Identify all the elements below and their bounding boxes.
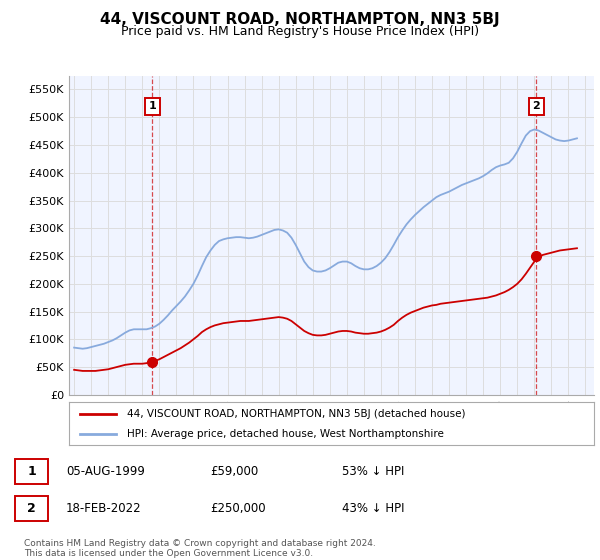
Text: 05-AUG-1999: 05-AUG-1999: [66, 465, 145, 478]
Text: Price paid vs. HM Land Registry's House Price Index (HPI): Price paid vs. HM Land Registry's House …: [121, 25, 479, 38]
Text: 18-FEB-2022: 18-FEB-2022: [66, 502, 142, 515]
Text: HPI: Average price, detached house, West Northamptonshire: HPI: Average price, detached house, West…: [127, 428, 443, 438]
Text: Contains HM Land Registry data © Crown copyright and database right 2024.: Contains HM Land Registry data © Crown c…: [24, 539, 376, 548]
Text: 1: 1: [27, 465, 36, 478]
FancyBboxPatch shape: [15, 496, 48, 521]
Text: 2: 2: [27, 502, 36, 515]
Text: 43% ↓ HPI: 43% ↓ HPI: [342, 502, 404, 515]
Text: £250,000: £250,000: [210, 502, 266, 515]
Text: 53% ↓ HPI: 53% ↓ HPI: [342, 465, 404, 478]
Text: £59,000: £59,000: [210, 465, 258, 478]
Text: 44, VISCOUNT ROAD, NORTHAMPTON, NN3 5BJ (detached house): 44, VISCOUNT ROAD, NORTHAMPTON, NN3 5BJ …: [127, 409, 465, 419]
Text: This data is licensed under the Open Government Licence v3.0.: This data is licensed under the Open Gov…: [24, 549, 313, 558]
Text: 44, VISCOUNT ROAD, NORTHAMPTON, NN3 5BJ: 44, VISCOUNT ROAD, NORTHAMPTON, NN3 5BJ: [100, 12, 500, 27]
Text: 1: 1: [148, 101, 156, 111]
FancyBboxPatch shape: [15, 459, 48, 484]
Text: 2: 2: [533, 101, 540, 111]
